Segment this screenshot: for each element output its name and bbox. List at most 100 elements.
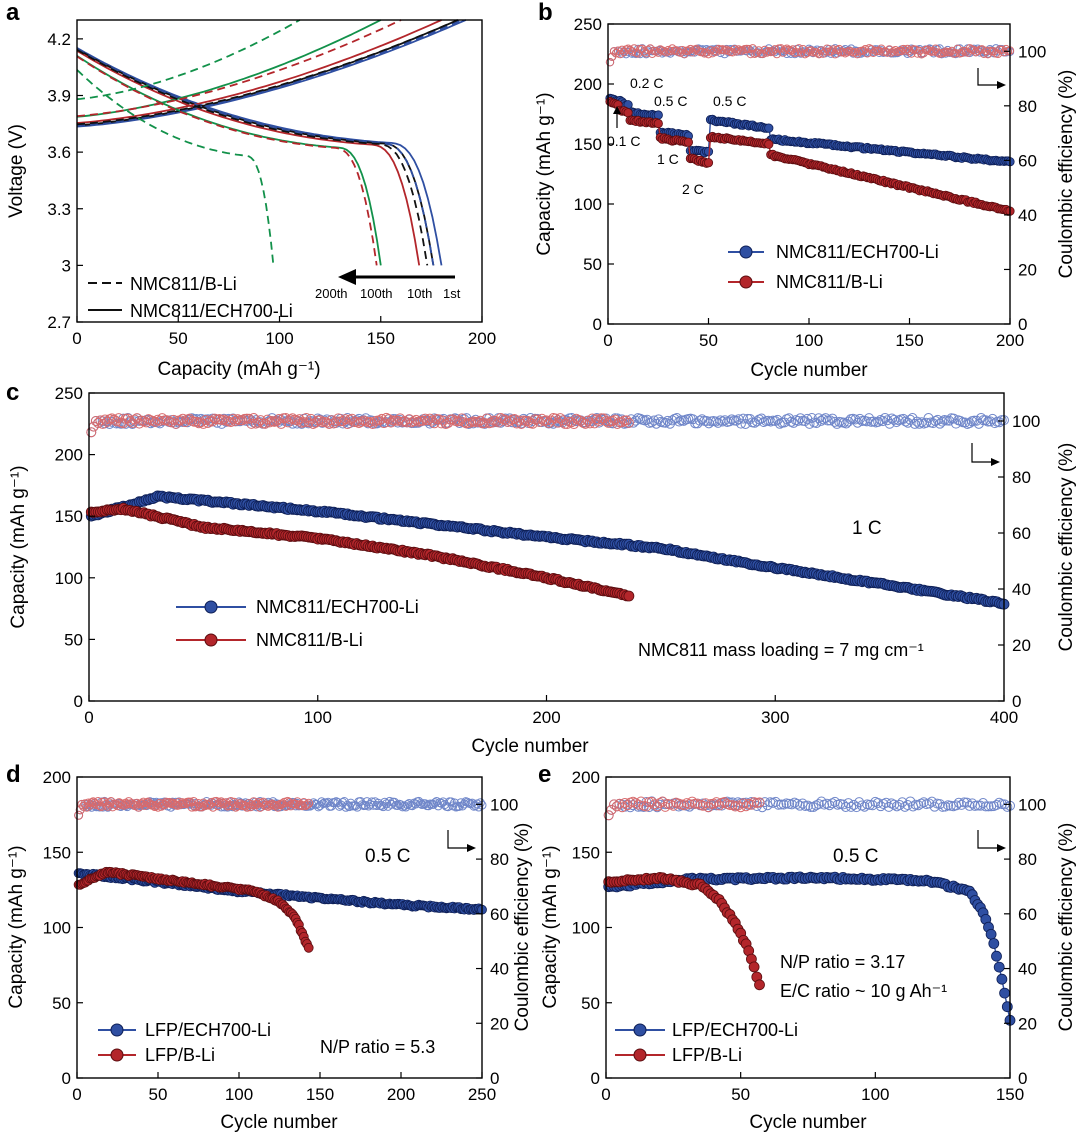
x-tick-label-c-1: 100: [304, 708, 332, 727]
ce-point-b-1-101: [806, 46, 816, 55]
ce-point-c-1-12: [111, 416, 122, 427]
ce-point-d-0-212: [415, 799, 425, 809]
ce-point-c-0-252: [660, 417, 671, 428]
ce-point-d-1-57: [164, 797, 174, 807]
ce-point-c-1-170: [472, 416, 483, 427]
panel-d-rate-label: 0.5 C: [365, 846, 410, 867]
y-tick-label-d-4: 200: [43, 768, 71, 787]
ce-point-c-1-89: [287, 413, 298, 424]
ce-point-b-1-170: [945, 47, 954, 57]
x-tick-label-d-2: 100: [225, 1085, 253, 1104]
y-tick-label-d-2: 100: [43, 919, 71, 938]
ce-point-d-1-119: [265, 800, 275, 810]
ce-point-d-1-37: [132, 798, 142, 808]
ce-point-e-0-71: [792, 798, 803, 809]
ce-point-c-1-71: [246, 418, 257, 429]
y-tick-label-c-3: 150: [55, 507, 83, 526]
panel-a-xlabel: Capacity (mAh g⁻¹): [157, 359, 320, 380]
ce-point-e-0-82: [821, 798, 832, 809]
ce-point-d-1-127: [278, 799, 288, 809]
ce-point-e-0-113: [905, 796, 916, 807]
panel-c-plot: [85, 412, 1010, 610]
ce-point-e-0-116: [913, 800, 924, 811]
ce-point-e-0-132: [956, 799, 967, 810]
legend-c-label-0: NMC811/ECH700-Li: [256, 597, 419, 617]
y-tick-label-e-0: 0: [591, 1069, 600, 1088]
x-tick-label-c-4: 400: [990, 708, 1018, 727]
y2-tick-label-e-4: 80: [1018, 850, 1037, 869]
discharge-curve-6: [76, 55, 378, 266]
arrow-label-100th: 100th: [360, 286, 393, 301]
ce-point-c-0-244: [642, 414, 653, 425]
ce-point-d-1-73: [190, 802, 200, 812]
ce-point-e-0-83: [824, 800, 835, 811]
ce-point-d-1-48: [150, 802, 160, 812]
x-tick-label-b-2: 100: [795, 331, 823, 350]
ce-point-b-1-186: [977, 45, 987, 54]
legend-e-marker-1: [633, 1048, 647, 1062]
legend-e-label-1: LFP/B-Li: [672, 1045, 742, 1065]
ce-point-b-1-182: [969, 45, 979, 55]
panel-c-y2label: Coulombic efficiency (%): [1056, 443, 1077, 652]
ce-point-e-1-10: [627, 796, 638, 807]
ce-point-c-0-315: [804, 418, 815, 429]
ce-point-e-0-84: [827, 798, 838, 809]
x-tick-label-d-4: 200: [387, 1085, 415, 1104]
ce-point-b-1-78: [760, 45, 769, 55]
capacity-point-b-1-40: [683, 137, 694, 147]
ce-point-e-0-126: [940, 801, 951, 812]
y-tick-label-c-0: 0: [74, 692, 83, 711]
ce-point-b-1-171: [947, 46, 956, 56]
y-tick-label-b-4: 200: [574, 75, 602, 94]
legend-c-label-1: NMC811/B-Li: [256, 630, 363, 650]
ce-point-b-1-13: [629, 44, 639, 53]
ce-point-b-1-159: [923, 45, 932, 54]
ce-point-e-0-120: [924, 798, 935, 809]
capacity-point-c-1-236: [623, 590, 635, 602]
ce-point-e-0-133: [959, 797, 970, 808]
ce-point-b-1-79: [762, 48, 771, 57]
ce-point-e-1-16: [644, 797, 655, 808]
ce-point-d-1-142: [302, 800, 312, 810]
ce-point-e-0-124: [934, 799, 945, 810]
ce-point-b-1-54: [712, 47, 721, 56]
ce-point-c-1-222: [591, 414, 602, 425]
panel-d-frame: [76, 776, 483, 1079]
y2-tick-label-b-2: 40: [1018, 206, 1037, 225]
rate-label-1C: 1 C: [657, 151, 679, 167]
arrow-label-1st: 1st: [443, 286, 461, 301]
ce-point-b-1-31: [666, 46, 675, 56]
y-tick-label-a-5: 4.2: [47, 30, 71, 49]
x-tick-label-c-3: 300: [761, 708, 789, 727]
ce-point-e-0-70: [789, 797, 800, 808]
y-tick-label-e-2: 100: [572, 919, 600, 938]
y2-tick-label-e-5: 100: [1018, 795, 1046, 814]
legend-e-marker-0: [633, 1023, 647, 1037]
ce-point-b-1-128: [861, 44, 870, 54]
discharge-curve-7: [76, 69, 275, 266]
discharge-curve-3: [76, 55, 382, 266]
panel-b-ce-arrowhead: [997, 81, 1006, 89]
ce-point-e-0-131: [953, 797, 964, 808]
ce-point-e-0-65: [776, 799, 787, 810]
ce-point-c-1-11: [109, 414, 120, 425]
ce-point-e-1-1: [603, 810, 614, 821]
y-tick-label-b-1: 50: [583, 255, 602, 274]
panel-e-ce-arrow: [977, 830, 1002, 849]
ce-point-c-1-236: [623, 417, 634, 428]
x-tick-label-a-1: 50: [169, 329, 188, 348]
charge-curve-6: [76, 19, 402, 117]
ce-point-b-1-132: [869, 48, 878, 58]
ce-point-c-1-22: [134, 418, 145, 429]
ce-point-b-1-123: [851, 48, 860, 57]
panel-d-ce-arrowhead: [467, 844, 476, 852]
legend-c-marker-0: [204, 600, 218, 614]
ce-point-c-1-154: [436, 418, 447, 429]
rate-label-0.5C-first: 0.5 C: [654, 93, 687, 109]
ce-point-c-1-70: [244, 413, 255, 424]
y2-tick-label-d-3: 60: [490, 905, 509, 924]
rate-label-0.1C: 0.1 C: [607, 133, 640, 149]
ce-point-c-1-176: [486, 417, 497, 428]
panel-a-axes: 0 50 100 150 200 2.7 3 3.3 3.6 3.9 4.2: [47, 30, 496, 348]
ce-point-b-1-45: [694, 46, 703, 56]
